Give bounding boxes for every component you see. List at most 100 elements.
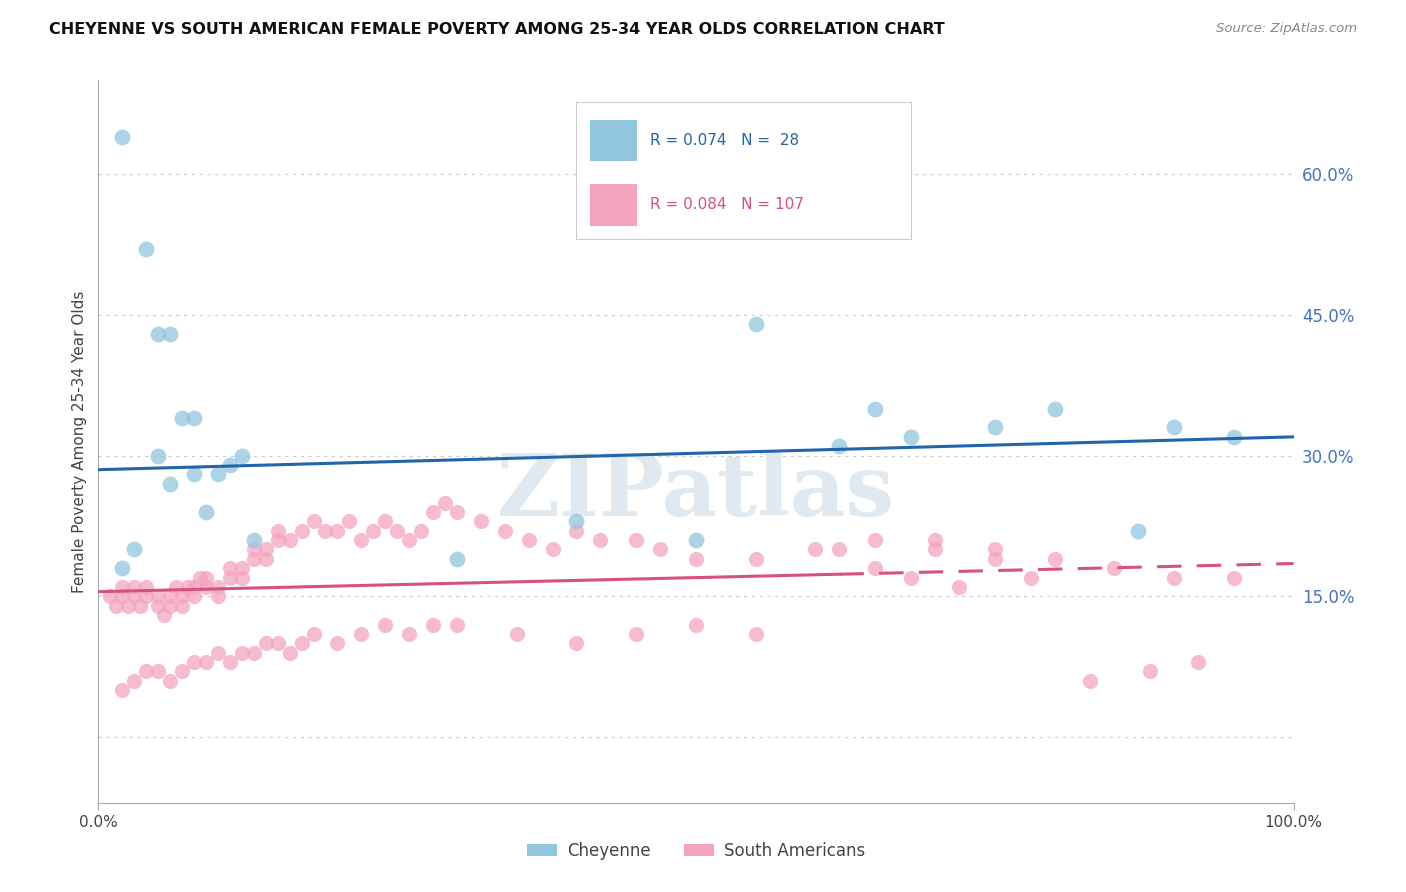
Point: [948, 580, 970, 594]
Point: [984, 542, 1007, 557]
Point: [589, 533, 612, 547]
Point: [231, 561, 253, 575]
Point: [111, 683, 134, 698]
Text: Source: ZipAtlas.com: Source: ZipAtlas.com: [1216, 22, 1357, 36]
Point: [565, 524, 588, 538]
Point: [900, 571, 922, 585]
Text: ZIPatlas: ZIPatlas: [496, 450, 896, 534]
Point: [172, 665, 194, 679]
Point: [124, 580, 146, 594]
Point: [350, 533, 373, 547]
Point: [398, 627, 420, 641]
Point: [159, 476, 181, 491]
Point: [363, 524, 385, 538]
Point: [865, 561, 887, 575]
Point: [350, 627, 373, 641]
Point: [745, 551, 768, 566]
Point: [984, 551, 1007, 566]
Point: [685, 617, 707, 632]
Point: [172, 599, 194, 613]
Point: [195, 505, 218, 519]
Point: [159, 590, 181, 604]
Point: [183, 590, 205, 604]
Point: [165, 580, 187, 594]
Point: [254, 636, 277, 650]
Point: [267, 533, 290, 547]
Point: [219, 571, 242, 585]
Point: [865, 533, 887, 547]
Point: [506, 627, 529, 641]
Point: [1139, 665, 1161, 679]
Point: [129, 599, 152, 613]
Point: [1223, 571, 1246, 585]
Y-axis label: Female Poverty Among 25-34 Year Olds: Female Poverty Among 25-34 Year Olds: [72, 291, 87, 592]
Point: [648, 542, 672, 557]
Point: [111, 561, 134, 575]
Point: [1187, 655, 1209, 669]
Point: [148, 599, 170, 613]
Point: [124, 590, 146, 604]
Point: [302, 514, 325, 528]
Point: [207, 580, 229, 594]
Point: [685, 551, 707, 566]
Point: [231, 449, 253, 463]
Point: [267, 524, 290, 538]
Point: [111, 590, 134, 604]
Point: [626, 627, 648, 641]
Point: [398, 533, 420, 547]
Point: [105, 599, 128, 613]
Point: [828, 439, 851, 453]
Point: [177, 580, 200, 594]
Point: [243, 533, 266, 547]
Point: [135, 580, 157, 594]
Point: [111, 580, 134, 594]
Point: [243, 542, 266, 557]
Point: [159, 599, 181, 613]
Point: [183, 467, 205, 482]
Point: [124, 673, 146, 688]
Point: [111, 129, 134, 144]
Point: [278, 646, 301, 660]
Point: [900, 430, 922, 444]
Point: [231, 646, 253, 660]
Point: [183, 655, 205, 669]
Point: [385, 524, 409, 538]
Point: [135, 590, 157, 604]
Point: [326, 636, 349, 650]
Point: [172, 590, 194, 604]
Point: [207, 590, 229, 604]
Point: [1128, 524, 1150, 538]
Point: [1080, 673, 1102, 688]
Point: [446, 505, 468, 519]
Point: [207, 646, 229, 660]
Point: [1163, 571, 1185, 585]
Point: [267, 636, 290, 650]
Point: [745, 627, 768, 641]
Point: [1019, 571, 1042, 585]
Point: [98, 590, 122, 604]
Point: [565, 514, 588, 528]
Point: [626, 533, 648, 547]
Point: [243, 551, 266, 566]
Point: [422, 505, 444, 519]
Point: [315, 524, 337, 538]
Point: [159, 326, 181, 341]
Point: [183, 580, 205, 594]
Point: [1043, 401, 1066, 416]
Point: [188, 571, 211, 585]
Point: [804, 542, 827, 557]
Point: [1163, 420, 1185, 434]
Point: [219, 561, 242, 575]
Point: [326, 524, 349, 538]
Point: [446, 617, 468, 632]
Point: [745, 318, 768, 332]
Point: [172, 411, 194, 425]
Point: [148, 449, 170, 463]
Point: [243, 646, 266, 660]
Point: [446, 551, 468, 566]
Point: [924, 533, 946, 547]
Point: [291, 524, 314, 538]
Point: [339, 514, 361, 528]
Point: [219, 458, 242, 472]
Point: [159, 673, 181, 688]
